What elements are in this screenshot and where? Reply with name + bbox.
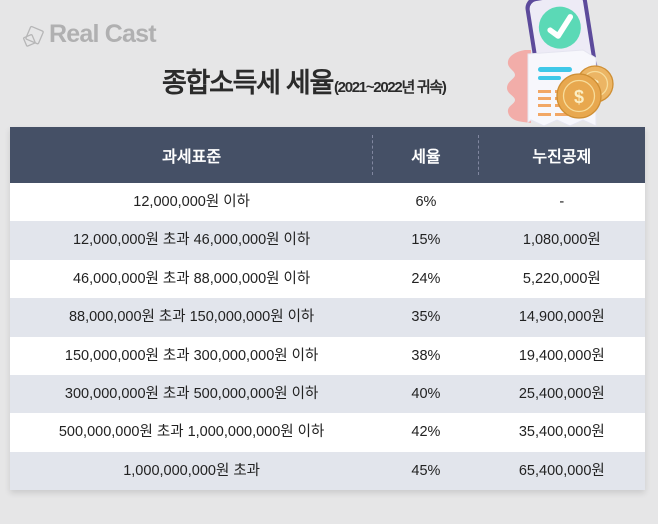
svg-text:$: $	[574, 87, 584, 107]
